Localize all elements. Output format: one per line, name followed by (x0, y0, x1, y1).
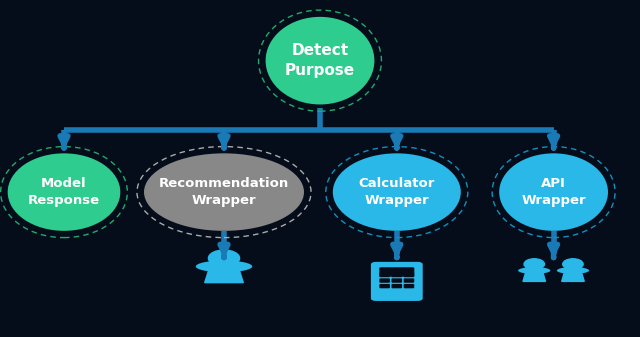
Ellipse shape (8, 153, 120, 231)
FancyBboxPatch shape (380, 273, 390, 277)
Ellipse shape (144, 153, 304, 231)
FancyBboxPatch shape (371, 262, 422, 301)
Circle shape (209, 250, 239, 267)
Circle shape (524, 259, 545, 270)
FancyBboxPatch shape (392, 284, 402, 288)
Text: Calculator
Wrapper: Calculator Wrapper (358, 177, 435, 207)
FancyBboxPatch shape (392, 273, 402, 277)
Ellipse shape (518, 267, 550, 274)
FancyBboxPatch shape (380, 278, 390, 283)
Polygon shape (205, 267, 243, 283)
FancyBboxPatch shape (392, 278, 402, 283)
Text: Recommendation
Wrapper: Recommendation Wrapper (159, 177, 289, 207)
Circle shape (563, 259, 583, 270)
FancyBboxPatch shape (404, 273, 414, 277)
Text: Detect
Purpose: Detect Purpose (285, 43, 355, 78)
FancyBboxPatch shape (380, 284, 390, 288)
Ellipse shape (266, 17, 374, 104)
Polygon shape (562, 271, 584, 281)
FancyBboxPatch shape (404, 278, 414, 283)
Ellipse shape (196, 261, 252, 272)
Ellipse shape (557, 267, 589, 274)
FancyBboxPatch shape (380, 267, 414, 277)
Text: Model
Response: Model Response (28, 177, 100, 207)
Ellipse shape (499, 153, 608, 231)
Text: API
Wrapper: API Wrapper (522, 177, 586, 207)
FancyBboxPatch shape (404, 284, 414, 288)
Ellipse shape (333, 153, 461, 231)
Polygon shape (523, 271, 545, 281)
